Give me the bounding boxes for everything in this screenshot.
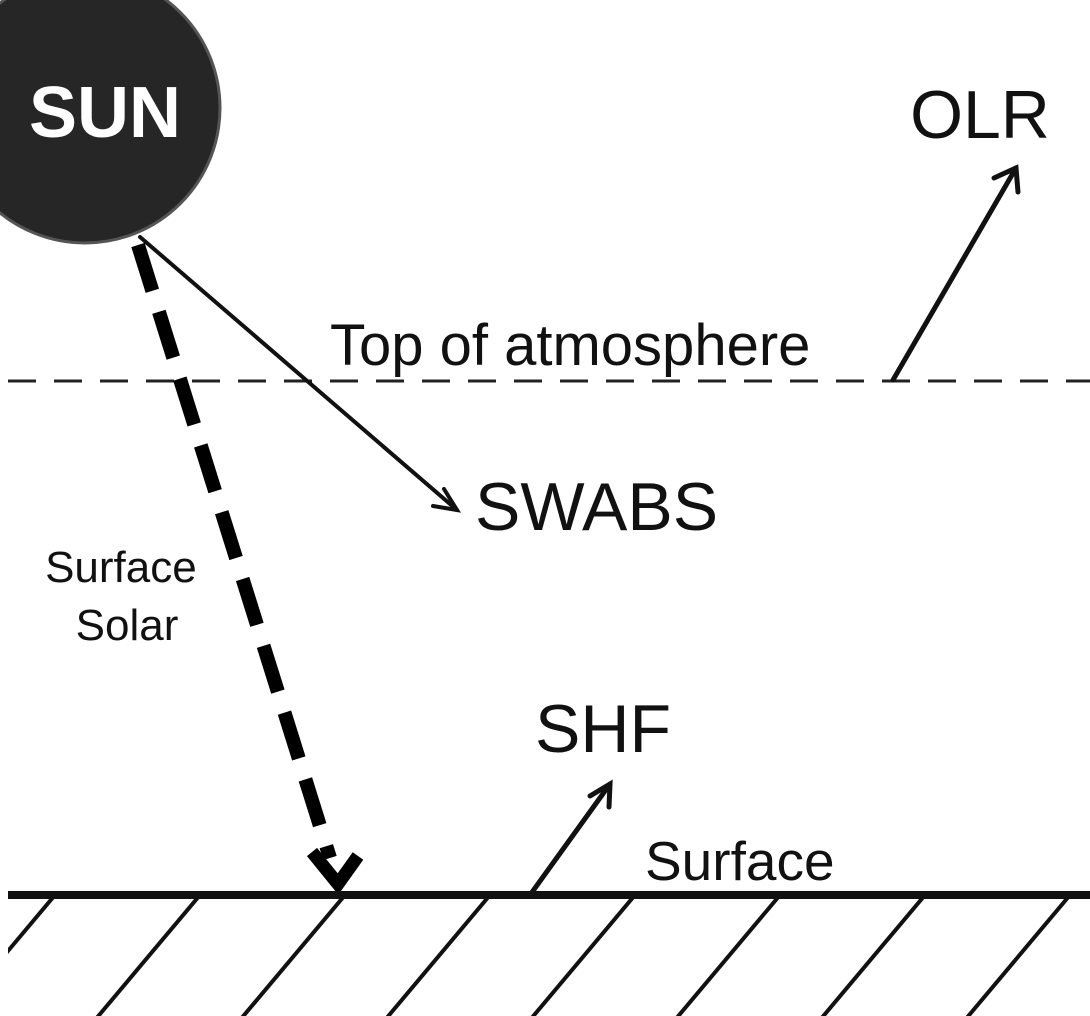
hatch-line: [95, 898, 201, 1016]
hatch-line: [8, 898, 56, 955]
olr-arrow: [890, 164, 1021, 383]
hatch-line: [240, 898, 346, 1016]
surface-solar-line: Solar: [76, 601, 179, 650]
ground-hatch: [8, 898, 1071, 1016]
surface-solar-line: Surface: [45, 543, 197, 592]
surface-solar-arrow: [131, 242, 364, 895]
swabs-label: SWABS: [475, 469, 718, 545]
hatch-line: [385, 898, 491, 1016]
sun: [0, 0, 222, 245]
hatch-line: [965, 898, 1071, 1016]
sun-label: SUN: [29, 73, 181, 153]
shf-label: SHF: [535, 691, 671, 767]
surface-label: Surface: [645, 830, 835, 892]
swabs-arrow: [138, 235, 462, 513]
toa-label: Top of atmosphere: [330, 313, 810, 378]
hatch-line: [820, 898, 926, 1016]
hatch-line: [530, 898, 636, 1016]
olr-label: OLR: [910, 77, 1050, 153]
shf-arrow: [527, 779, 613, 898]
surface-solar-label: Surface Solar: [45, 543, 209, 650]
hatch-line: [675, 898, 781, 1016]
